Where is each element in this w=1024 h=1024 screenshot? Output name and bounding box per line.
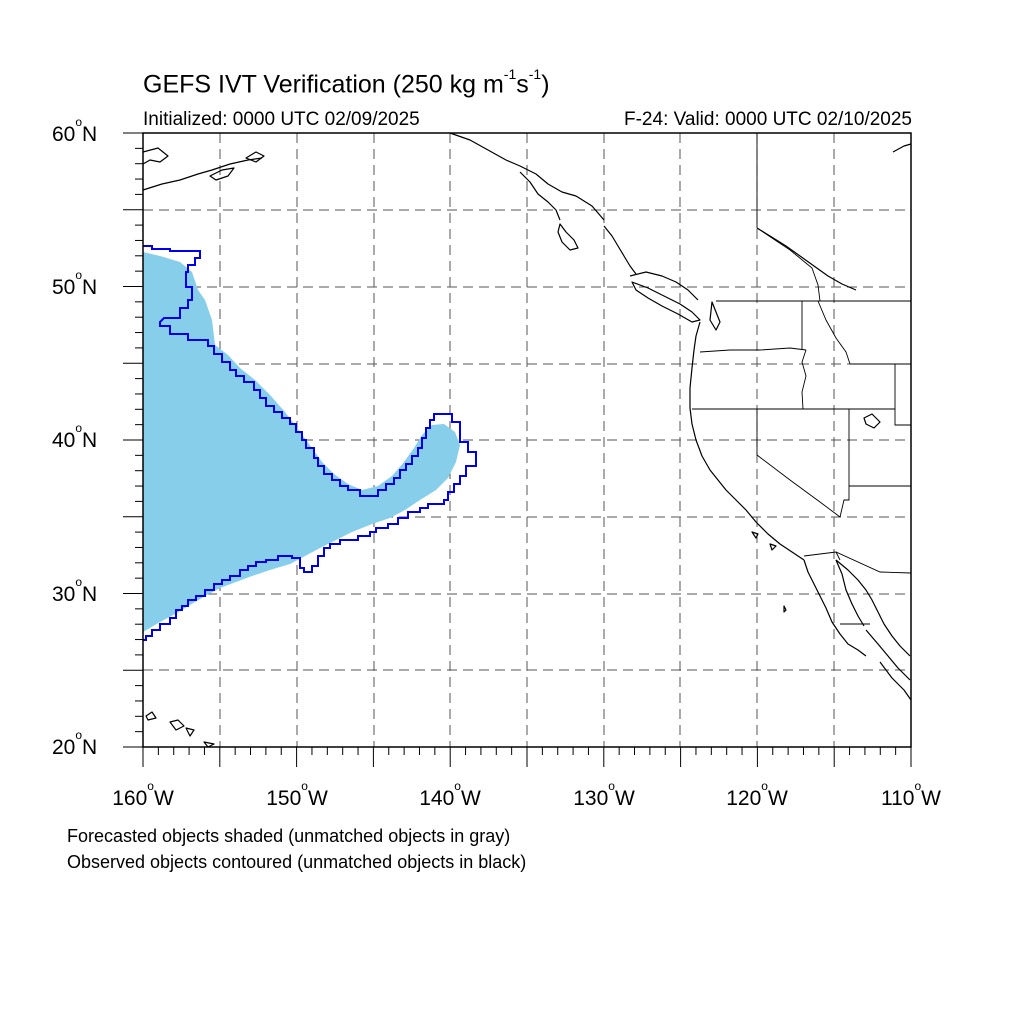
political-boundaries xyxy=(692,133,912,625)
lon-label-160w: 160oW xyxy=(112,779,174,811)
lon-hemi: W xyxy=(307,787,328,810)
lon-hemi: W xyxy=(614,787,635,810)
lat-hemi: N xyxy=(82,583,98,606)
initialized-time: Initialized: 0000 UTC 02/09/2025 xyxy=(143,109,420,130)
lon-num: 150 xyxy=(266,787,302,810)
lon-label-140w: 140oW xyxy=(419,779,481,811)
coastlines xyxy=(142,132,912,748)
lon-hemi: W xyxy=(921,787,941,810)
lat-hemi: N xyxy=(82,276,98,299)
lon-hemi: W xyxy=(153,787,174,810)
degree-sign: o xyxy=(914,779,922,793)
lat-num: 50 xyxy=(52,276,76,299)
degree-sign: o xyxy=(75,268,83,282)
degree-sign: o xyxy=(454,779,461,793)
lon-hemi: W xyxy=(460,787,481,810)
lat-label-50n: 50oN xyxy=(52,268,98,300)
degree-sign: o xyxy=(75,115,83,129)
forecast-ivt-object xyxy=(143,252,460,632)
lon-label-130w: 130oW xyxy=(573,779,635,811)
lat-num: 20 xyxy=(52,736,76,759)
lon-num: 160 xyxy=(112,787,148,810)
degree-sign: o xyxy=(761,779,768,793)
lon-num: 130 xyxy=(573,787,609,810)
lon-label-120w: 120oW xyxy=(726,779,788,811)
lat-num: 60 xyxy=(52,123,76,146)
lat-label-40n: 40oN xyxy=(52,421,98,453)
title-main: GEFS IVT Verification (250 kg m xyxy=(143,70,504,99)
lon-num: 140 xyxy=(419,787,455,810)
degree-sign: o xyxy=(608,779,615,793)
lat-hemi: N xyxy=(82,736,98,759)
map-gridlines xyxy=(143,133,911,747)
title-exp-1: -1 xyxy=(503,66,517,82)
title-exp-2: -1 xyxy=(528,66,542,82)
forecast-note: Forecasted objects shaded (unmatched obj… xyxy=(67,826,511,846)
lon-num: 110 xyxy=(881,787,915,810)
lat-num: 30 xyxy=(52,583,76,606)
title-close: ) xyxy=(541,70,550,99)
observed-ivt-contour xyxy=(143,245,477,641)
degree-sign: o xyxy=(75,421,83,435)
degree-sign: o xyxy=(75,728,83,742)
lat-label-30n: 30oN xyxy=(52,575,98,607)
degree-sign: o xyxy=(147,779,154,793)
lon-label-150w: 150oW xyxy=(266,779,328,811)
lat-hemi: N xyxy=(82,123,98,146)
lat-hemi: N xyxy=(82,429,98,452)
lon-label-110w: 110oW xyxy=(881,779,941,811)
lat-label-20n: 20oN xyxy=(52,728,98,760)
lon-hemi: W xyxy=(767,787,788,810)
observed-note: Observed objects contoured (unmatched ob… xyxy=(67,852,527,872)
valid-time: F-24: Valid: 0000 UTC 02/10/2025 xyxy=(624,109,912,130)
chart-title: GEFS IVT Verification (250 kg m-1s-1) xyxy=(143,66,550,99)
axis-ticks xyxy=(123,132,912,767)
degree-sign: o xyxy=(301,779,308,793)
lat-num: 40 xyxy=(52,429,76,452)
lat-label-60n: 60oN xyxy=(52,115,98,147)
degree-sign: o xyxy=(75,575,83,589)
title-mid: s xyxy=(516,70,529,99)
lon-num: 120 xyxy=(726,787,762,810)
